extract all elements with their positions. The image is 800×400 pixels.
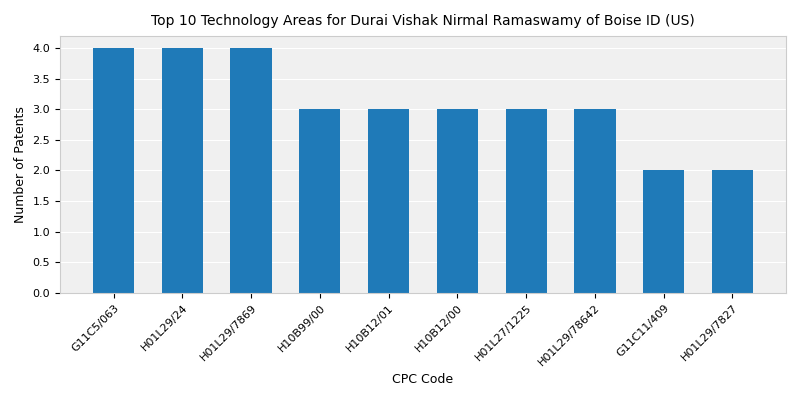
Bar bbox=[437, 109, 478, 293]
Bar bbox=[574, 109, 615, 293]
X-axis label: CPC Code: CPC Code bbox=[393, 373, 454, 386]
Bar bbox=[643, 170, 684, 293]
Bar bbox=[93, 48, 134, 293]
Y-axis label: Number of Patents: Number of Patents bbox=[14, 106, 27, 223]
Bar bbox=[162, 48, 203, 293]
Title: Top 10 Technology Areas for Durai Vishak Nirmal Ramaswamy of Boise ID (US): Top 10 Technology Areas for Durai Vishak… bbox=[151, 14, 695, 28]
Bar bbox=[368, 109, 410, 293]
Bar bbox=[230, 48, 272, 293]
Bar bbox=[506, 109, 546, 293]
Bar bbox=[299, 109, 341, 293]
Bar bbox=[712, 170, 753, 293]
